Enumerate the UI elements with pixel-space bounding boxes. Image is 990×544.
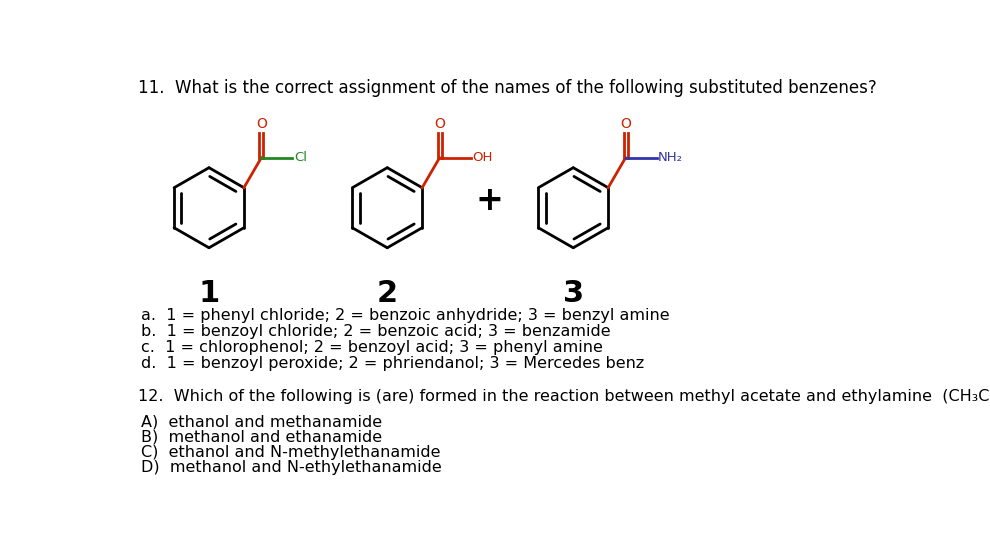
Text: 1: 1 (198, 279, 220, 308)
Text: B)  methanol and ethanamide: B) methanol and ethanamide (141, 430, 382, 444)
Text: d.  1 = benzoyl peroxide; 2 = phriendanol; 3 = Mercedes benz: d. 1 = benzoyl peroxide; 2 = phriendanol… (141, 356, 644, 372)
Text: A)  ethanol and methanamide: A) ethanol and methanamide (141, 414, 382, 429)
Text: C)  ethanol and N-methylethanamide: C) ethanol and N-methylethanamide (141, 445, 441, 460)
Text: +: + (475, 183, 504, 217)
Text: c.  1 = chlorophenol; 2 = benzoyl acid; 3 = phenyl amine: c. 1 = chlorophenol; 2 = benzoyl acid; 3… (141, 340, 603, 355)
Text: 2: 2 (376, 279, 398, 308)
Text: a.  1 = phenyl chloride; 2 = benzoic anhydride; 3 = benzyl amine: a. 1 = phenyl chloride; 2 = benzoic anhy… (141, 308, 669, 323)
Text: b.  1 = benzoyl chloride; 2 = benzoic acid; 3 = benzamide: b. 1 = benzoyl chloride; 2 = benzoic aci… (141, 324, 611, 339)
Text: 12.  Which of the following is (are) formed in the reaction between methyl aceta: 12. Which of the following is (are) form… (138, 388, 990, 404)
Text: OH: OH (472, 151, 492, 164)
Text: 11.  What is the correct assignment of the names of the following substituted be: 11. What is the correct assignment of th… (138, 79, 876, 97)
Text: NH₂: NH₂ (658, 151, 683, 164)
Text: O: O (435, 117, 446, 131)
Text: 3: 3 (562, 279, 584, 308)
Text: Cl: Cl (294, 151, 307, 164)
Text: O: O (255, 117, 266, 131)
Text: D)  methanol and N-ethylethanamide: D) methanol and N-ethylethanamide (141, 460, 442, 475)
Text: O: O (620, 117, 631, 131)
